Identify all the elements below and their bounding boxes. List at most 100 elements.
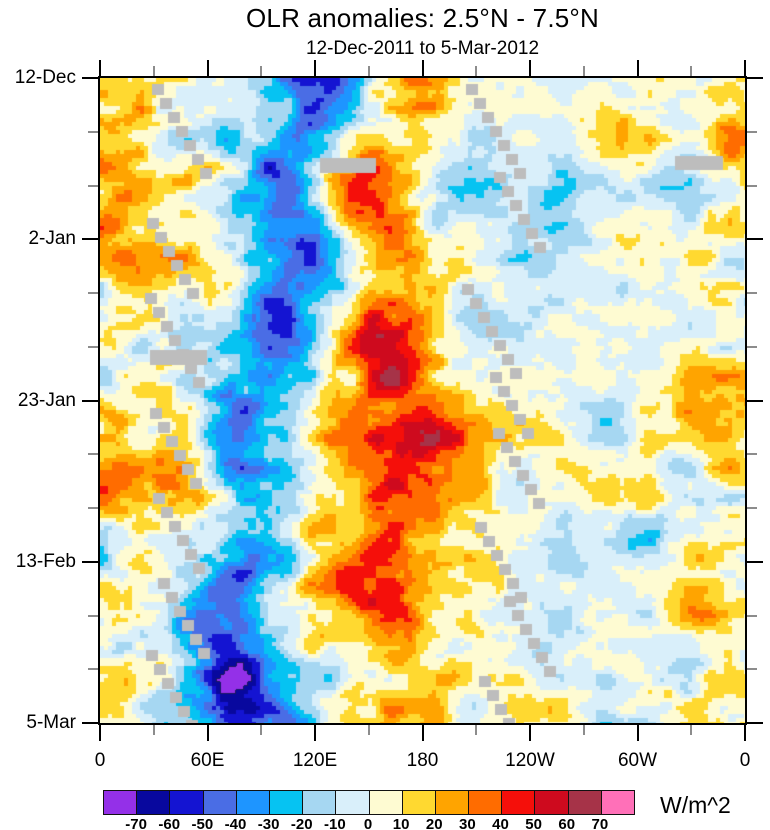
- x-major-tick: [744, 725, 746, 741]
- colorbar-tick-label: -10: [324, 816, 346, 830]
- y-minor-tick: [88, 184, 98, 187]
- y-minor-tick: [747, 345, 757, 348]
- x-major-tick: [636, 725, 639, 741]
- x-minor-tick: [260, 725, 263, 735]
- colorbar-cell: [303, 791, 337, 814]
- x-minor-tick: [582, 725, 585, 735]
- y-minor-tick: [88, 614, 98, 617]
- x-major-tick: [529, 60, 531, 76]
- colorbar-tick-label: -60: [158, 816, 181, 830]
- colorbar-cell: [203, 791, 237, 814]
- colorbar-cell: [269, 791, 304, 814]
- chart-title: OLR anomalies: 2.5°N - 7.5°N: [246, 3, 599, 33]
- y-major-tick: [747, 77, 763, 79]
- x-minor-tick: [152, 725, 155, 735]
- colorbar-tick-label: 50: [525, 816, 542, 830]
- colorbar-cell: [402, 791, 436, 814]
- x-tick-label: 60W: [617, 750, 658, 771]
- y-minor-tick: [747, 130, 757, 133]
- y-major-tick: [82, 399, 98, 402]
- colorbar-tick-label: 0: [363, 816, 373, 830]
- x-minor-tick: [367, 66, 370, 76]
- x-major-tick: [421, 60, 424, 76]
- colorbar-cell: [535, 791, 569, 814]
- x-major-tick: [636, 60, 639, 76]
- y-major-tick: [82, 77, 98, 79]
- x-minor-tick: [475, 66, 478, 76]
- y-minor-tick: [88, 507, 98, 509]
- x-tick-label: 60E: [190, 750, 225, 771]
- colorbar-tick-label: -20: [290, 816, 313, 830]
- x-major-tick: [314, 725, 316, 741]
- colorbar-unit-label: W/m^2: [660, 792, 731, 818]
- colorbar-tick-label: 10: [392, 816, 410, 830]
- colorbar-cell: [502, 791, 536, 814]
- y-major-tick: [82, 722, 98, 724]
- y-major-tick: [747, 560, 763, 563]
- y-minor-tick: [88, 453, 98, 456]
- x-tick-label: 0: [94, 750, 106, 771]
- colorbar-tick-label: -50: [191, 816, 214, 830]
- colorbar-cell: [236, 791, 270, 814]
- x-tick-label: 180: [406, 750, 439, 771]
- colorbar-tick-label: 30: [459, 816, 476, 830]
- x-major-tick: [529, 725, 531, 741]
- y-minor-tick: [747, 184, 757, 187]
- colorbar: [103, 790, 635, 815]
- colorbar-cell: [369, 791, 403, 814]
- x-major-tick: [421, 725, 424, 741]
- x-minor-tick: [690, 66, 693, 76]
- y-tick-label: 12-Dec: [14, 67, 76, 88]
- colorbar-cell: [568, 791, 602, 814]
- colorbar-cell: [137, 791, 171, 814]
- x-major-tick: [206, 725, 209, 741]
- hovmoller-field-canvas: [100, 78, 745, 723]
- x-minor-tick: [475, 725, 478, 735]
- y-major-tick: [747, 399, 763, 402]
- x-minor-tick: [152, 66, 155, 76]
- x-major-tick: [99, 60, 101, 76]
- y-major-tick: [747, 238, 763, 241]
- colorbar-tick-label: -40: [224, 816, 247, 830]
- x-minor-tick: [690, 725, 693, 735]
- y-tick-label: 5-Mar: [26, 712, 76, 733]
- x-tick-label: 120W: [505, 750, 555, 771]
- y-minor-tick: [747, 507, 757, 509]
- y-minor-tick: [88, 130, 98, 133]
- colorbar-tick-label: -30: [257, 816, 280, 830]
- y-major-tick: [82, 560, 98, 563]
- colorbar-cell: [170, 791, 204, 814]
- x-tick-label: 120E: [292, 750, 338, 771]
- y-major-tick: [747, 722, 763, 724]
- y-major-tick: [82, 238, 98, 241]
- x-tick-label: 0: [739, 750, 751, 771]
- x-major-tick: [206, 60, 209, 76]
- colorbar-cell: [469, 791, 503, 814]
- y-minor-tick: [747, 453, 757, 456]
- x-major-tick: [314, 60, 316, 76]
- x-minor-tick: [367, 725, 370, 735]
- y-minor-tick: [88, 292, 98, 294]
- y-minor-tick: [88, 345, 98, 348]
- y-tick-label: 13-Feb: [15, 550, 76, 572]
- y-minor-tick: [747, 614, 757, 617]
- colorbar-tick-label: 20: [425, 816, 443, 830]
- y-minor-tick: [747, 292, 757, 294]
- y-minor-tick: [747, 668, 757, 671]
- x-major-tick: [99, 725, 101, 741]
- colorbar-cell: [336, 791, 370, 814]
- colorbar-tick-label: 40: [492, 816, 509, 830]
- colorbar-tick-label: -70: [125, 816, 147, 830]
- y-tick-label: 2-Jan: [28, 228, 76, 250]
- y-minor-tick: [88, 668, 98, 671]
- colorbar-cell: [104, 791, 138, 814]
- colorbar-tick-label: 70: [591, 816, 609, 830]
- x-major-tick: [744, 60, 746, 76]
- chart-subtitle: 12-Dec-2011 to 5-Mar-2012: [305, 38, 540, 59]
- colorbar-cell: [601, 791, 634, 814]
- x-minor-tick: [582, 66, 585, 76]
- y-tick-label: 23-Jan: [17, 389, 76, 411]
- x-minor-tick: [260, 66, 263, 76]
- colorbar-tick-label: 60: [558, 816, 576, 830]
